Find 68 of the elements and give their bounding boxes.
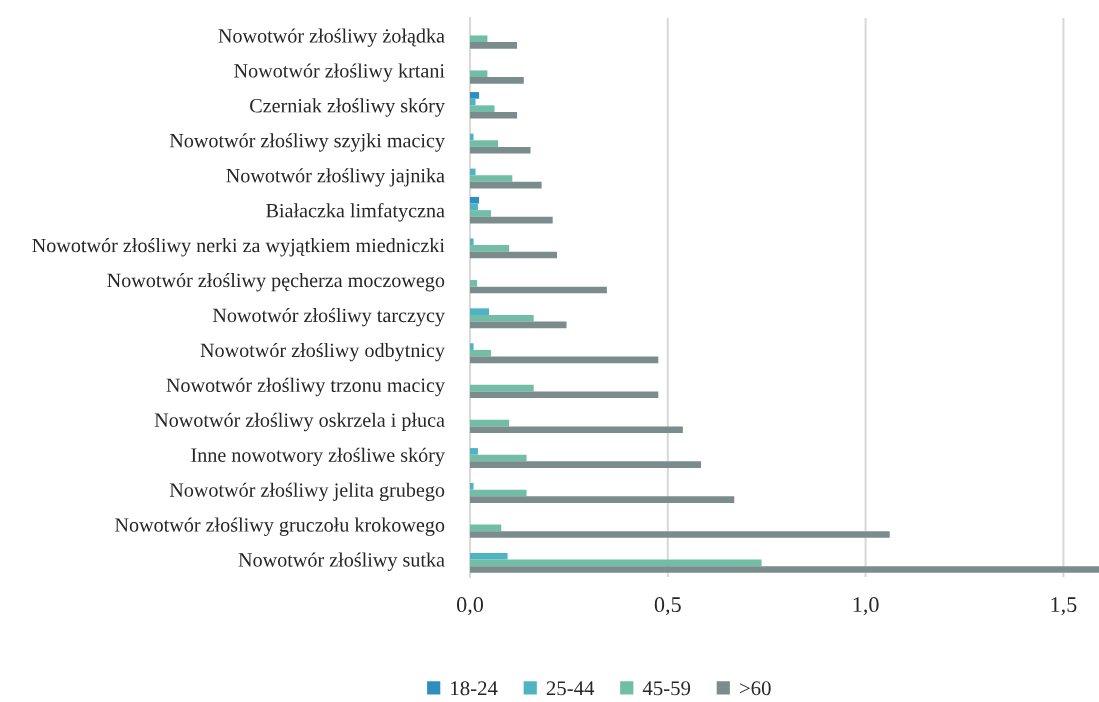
bar [470, 105, 495, 112]
bar [470, 356, 659, 364]
x-tick-label: 0,5 [654, 597, 681, 616]
y-tick-label: Nowotwór złośliwy szyjki macicy [169, 133, 445, 152]
bar [470, 426, 683, 434]
bar [470, 42, 518, 49]
bar [470, 146, 531, 154]
bar [470, 286, 607, 294]
bar [470, 245, 510, 252]
bar [470, 133, 474, 141]
y-tick-label: Nowotwór złośliwy żołądka [218, 28, 445, 47]
bar [470, 308, 489, 315]
bar [470, 181, 542, 189]
legend-label: 25-44 [546, 681, 595, 696]
bar [470, 483, 474, 490]
bar [470, 280, 478, 287]
y-tick-label: Nowotwór złośliwy jelita grubego [169, 482, 445, 501]
bar [470, 343, 474, 350]
bar [470, 98, 476, 106]
legend-label: 45-59 [642, 681, 691, 696]
bar [470, 552, 508, 560]
bar [470, 92, 480, 99]
bar [470, 203, 478, 211]
x-tick-label: 1,0 [853, 597, 879, 616]
y-tick-label: Nowotwór złośliwy pęcherza moczowego [107, 273, 445, 292]
bar [470, 489, 527, 497]
y-tick-label: Czerniak złośliwy skóry [250, 98, 445, 117]
y-tick-label: Nowotwór złośliwy oskrzela i płuca [154, 412, 445, 432]
bar [470, 216, 553, 224]
bar [470, 251, 558, 259]
bar [470, 419, 510, 427]
bar [470, 175, 513, 182]
y-tick-label: Nowotwór złośliwy trzonu macicy [166, 377, 445, 397]
bar [470, 35, 488, 43]
bar [470, 454, 527, 462]
y-tick-label: Nowotwór złośliwy odbytnicy [200, 342, 445, 362]
bar [470, 168, 476, 176]
y-tick-label: Nowotwór złośliwy tarczycy [212, 307, 445, 327]
bar [470, 448, 478, 455]
bar [470, 238, 474, 246]
bar [470, 559, 762, 567]
y-tick-label: Nowotwór złośliwy nerki za wyjątkiem miedniczki [32, 238, 445, 257]
bar [470, 77, 524, 84]
bar [470, 461, 702, 468]
y-tick-label: Nowotwór złośliwy sutka [238, 552, 445, 571]
bar [470, 566, 1099, 573]
y-tick-label: Nowotwór złośliwy gruczołu krokowego [115, 517, 445, 536]
legend-label: 18-24 [451, 681, 498, 696]
bar [470, 321, 567, 329]
y-tick-label: Inne nowotwory złośliwe skóry [191, 447, 445, 467]
bar [470, 196, 480, 204]
x-tick-label: 1,5 [1051, 597, 1077, 616]
y-tick-label: Białaczka limfatyczna [266, 203, 445, 222]
bar [470, 496, 735, 503]
bar [470, 314, 534, 322]
bar [470, 140, 499, 147]
bar [470, 111, 518, 119]
bar [470, 391, 659, 399]
x-tick-label: 0,0 [456, 597, 484, 616]
bar [470, 349, 491, 357]
legend-label: >60 [739, 681, 771, 696]
y-tick-label: Nowotwór złośliwy jajnika [226, 168, 445, 187]
bar [470, 531, 890, 538]
bar [470, 524, 502, 532]
bar [470, 210, 491, 217]
bar [470, 384, 534, 392]
y-tick-label: Nowotwór złośliwy krtani [234, 63, 445, 82]
bar [470, 70, 488, 78]
